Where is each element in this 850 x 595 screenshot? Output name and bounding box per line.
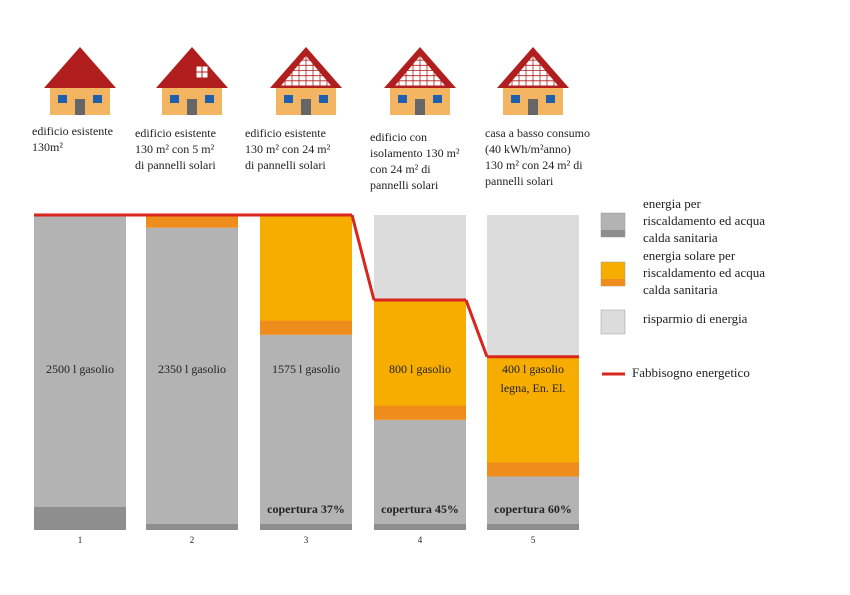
- caption: (40 kWh/m²anno): [485, 142, 571, 156]
- window: [319, 95, 328, 103]
- caption: 130m²: [32, 140, 63, 154]
- x-tick-label: 3: [304, 535, 309, 545]
- caption: con 24 m² di: [370, 162, 431, 176]
- demand-connector: [350, 214, 376, 301]
- bar-label: 2350 l gasolio: [158, 362, 226, 376]
- bar-label: 800 l gasolio: [389, 362, 451, 376]
- coverage-label: copertura 45%: [381, 502, 459, 516]
- demand-connector: [464, 299, 489, 358]
- x-tick-label: 2: [190, 535, 195, 545]
- x-tick-label: 1: [78, 535, 83, 545]
- segment-shade: [34, 507, 126, 530]
- caption: pannelli solari: [485, 174, 554, 188]
- bar-label: 1575 l gasolio: [272, 362, 340, 376]
- segment-shade: [260, 320, 352, 335]
- caption: di pannelli solari: [245, 158, 326, 172]
- window: [93, 95, 102, 103]
- legend-shade: [601, 279, 625, 286]
- bar-segment: [260, 334, 352, 530]
- legend-swatch: [600, 309, 626, 335]
- bar-label: legna, En. El.: [501, 381, 566, 395]
- coverage-label: copertura 37%: [267, 502, 345, 516]
- door: [528, 99, 538, 115]
- caption: casa a basso consumo: [485, 126, 590, 140]
- caption: edificio esistente: [135, 126, 216, 140]
- door: [301, 99, 311, 115]
- legend-label: Fabbisogno energetico: [632, 365, 750, 380]
- caption: 130 m² con 24 m²: [245, 142, 331, 156]
- window: [546, 95, 555, 103]
- caption: 130 m² con 5 m²: [135, 142, 215, 156]
- segment-shade: [260, 524, 352, 530]
- window: [170, 95, 179, 103]
- segment-shade: [487, 462, 579, 477]
- caption: di pannelli solari: [135, 158, 216, 172]
- window: [398, 95, 407, 103]
- caption: 130 m² con 24 m² di: [485, 158, 583, 172]
- house: [44, 47, 116, 115]
- segment-shade: [374, 405, 466, 420]
- bar-segment: [260, 215, 352, 335]
- bar-segment: [146, 227, 238, 530]
- bar-segment: [374, 215, 466, 301]
- bar-label: 400 l gasolio: [502, 362, 564, 376]
- roof: [156, 47, 228, 88]
- segment-shade: [146, 524, 238, 530]
- window: [58, 95, 67, 103]
- bar-segment: [374, 419, 466, 530]
- window: [433, 95, 442, 103]
- window: [511, 95, 520, 103]
- caption: isolamento 130 m²: [370, 146, 460, 160]
- door: [415, 99, 425, 115]
- coverage-label: copertura 60%: [494, 502, 572, 516]
- roof: [44, 47, 116, 88]
- house: [270, 47, 342, 115]
- window: [205, 95, 214, 103]
- window: [284, 95, 293, 103]
- x-tick-label: 5: [531, 535, 536, 545]
- bar-label: 2500 l gasolio: [46, 362, 114, 376]
- caption: pannelli solari: [370, 178, 439, 192]
- bar-segment: [487, 476, 579, 530]
- legend-label: energia solare per riscaldamento ed acqu…: [643, 248, 765, 297]
- house: [156, 47, 228, 115]
- segment-shade: [487, 524, 579, 530]
- caption: edificio esistente: [245, 126, 326, 140]
- bar-segment: [374, 300, 466, 420]
- bar-segment: [487, 356, 579, 477]
- house: [497, 47, 569, 115]
- door: [187, 99, 197, 115]
- door: [75, 99, 85, 115]
- bar-segment: [34, 215, 126, 530]
- legend-shade: [601, 230, 625, 237]
- legend-label: risparmio di energia: [643, 311, 748, 326]
- x-tick-label: 4: [418, 535, 423, 545]
- house: [384, 47, 456, 115]
- segment-shade: [374, 524, 466, 530]
- segment-shade: [146, 215, 238, 228]
- bar-segment: [487, 215, 579, 357]
- caption: edificio con: [370, 130, 427, 144]
- caption: edificio esistente: [32, 124, 113, 138]
- legend-label: energia per riscaldamento ed acqua calda…: [643, 196, 765, 245]
